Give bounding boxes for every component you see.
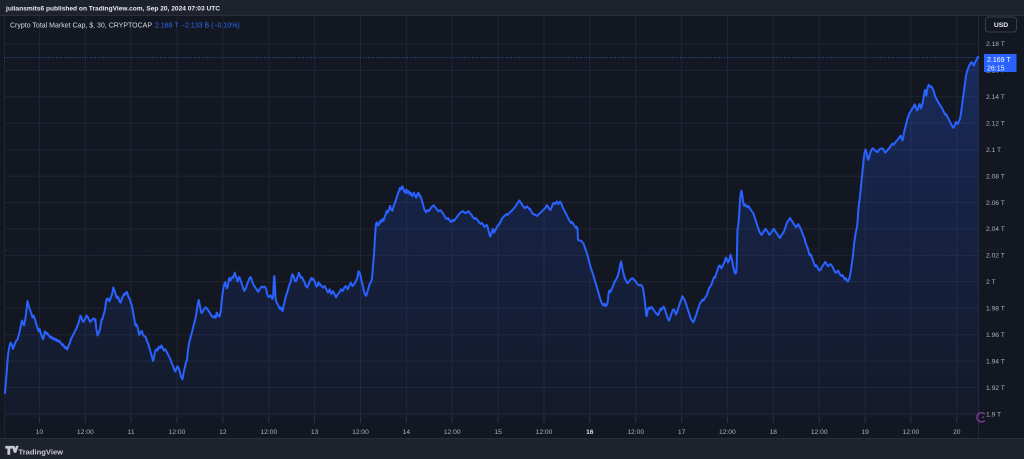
svg-text:12:00: 12:00 <box>352 429 369 436</box>
svg-text:12:00: 12:00 <box>811 429 828 436</box>
svg-text:juliansmits6: juliansmits6 <box>461 248 497 254</box>
svg-text:19: 19 <box>861 429 869 436</box>
svg-text:juliansmits6: juliansmits6 <box>507 248 543 254</box>
svg-text:2 T: 2 T <box>986 279 996 286</box>
svg-text:2.04 T: 2.04 T <box>986 226 1005 233</box>
svg-text:12:00: 12:00 <box>169 429 186 436</box>
svg-text:1.94 T: 1.94 T <box>986 358 1005 365</box>
svg-text:2.1 T: 2.1 T <box>986 147 1001 154</box>
svg-text:2.14 T: 2.14 T <box>986 94 1005 101</box>
svg-text:juliansmits6: juliansmits6 <box>737 248 773 254</box>
svg-text:13: 13 <box>311 429 319 436</box>
svg-text:1.92 T: 1.92 T <box>986 385 1005 392</box>
svg-text:26:15: 26:15 <box>987 65 1005 72</box>
svg-text:2.08 T: 2.08 T <box>986 173 1005 180</box>
svg-text:juliansmits6: juliansmits6 <box>93 248 129 254</box>
svg-text:USD: USD <box>994 22 1008 29</box>
svg-text:2.02 T: 2.02 T <box>986 253 1005 260</box>
svg-text:12:00: 12:00 <box>77 429 94 436</box>
svg-text:15: 15 <box>494 429 502 436</box>
svg-text:2.12 T: 2.12 T <box>986 121 1005 128</box>
svg-text:juliansmits6: juliansmits6 <box>829 248 865 254</box>
svg-text:juliansmits6: juliansmits6 <box>231 248 267 254</box>
svg-text:Crypto Total Market Cap, $, 30: Crypto Total Market Cap, $, 30, CRYPTOCA… <box>10 23 152 30</box>
svg-text:2.18 T: 2.18 T <box>986 41 1005 48</box>
svg-text:juliansmits6: juliansmits6 <box>47 248 83 254</box>
svg-text:juliansmits6 published on Trad: juliansmits6 published on TradingView.co… <box>5 6 220 13</box>
svg-text:juliansmits6: juliansmits6 <box>1 248 37 254</box>
svg-text:juliansmits6: juliansmits6 <box>277 248 313 254</box>
svg-text:juliansmits6: juliansmits6 <box>323 248 359 254</box>
svg-text:12:00: 12:00 <box>903 429 920 436</box>
svg-text:juliansmits6: juliansmits6 <box>875 248 911 254</box>
svg-text:juliansmits6: juliansmits6 <box>599 248 635 254</box>
svg-text:juliansmits6: juliansmits6 <box>139 248 175 254</box>
svg-text:2.169 T: 2.169 T <box>155 23 179 30</box>
svg-text:12: 12 <box>219 429 227 436</box>
svg-text:12:00: 12:00 <box>536 429 553 436</box>
svg-text:juliansmits6: juliansmits6 <box>783 248 819 254</box>
svg-text:juliansmits6: juliansmits6 <box>415 248 451 254</box>
svg-text:16: 16 <box>586 429 594 436</box>
svg-text:1.98 T: 1.98 T <box>986 306 1005 313</box>
svg-text:10: 10 <box>36 429 44 436</box>
svg-text:juliansmits6: juliansmits6 <box>645 248 681 254</box>
svg-text:17: 17 <box>678 429 686 436</box>
svg-text:11: 11 <box>128 429 135 436</box>
svg-text:12:00: 12:00 <box>627 429 644 436</box>
svg-text:12:00: 12:00 <box>719 429 736 436</box>
svg-text:2.06 T: 2.06 T <box>986 200 1005 207</box>
svg-text:−2.133 B (−0.10%): −2.133 B (−0.10%) <box>181 23 240 30</box>
svg-text:juliansmits6: juliansmits6 <box>185 248 221 254</box>
svg-text:14: 14 <box>403 429 411 436</box>
svg-text:1.96 T: 1.96 T <box>986 332 1005 339</box>
svg-text:2.169 T: 2.169 T <box>987 57 1011 64</box>
svg-text:juliansmits6: juliansmits6 <box>691 248 727 254</box>
svg-text:juliansmits6: juliansmits6 <box>553 248 589 254</box>
svg-text:juliansmits6: juliansmits6 <box>369 248 405 254</box>
svg-text:TradingView: TradingView <box>19 448 64 457</box>
svg-text:18: 18 <box>770 429 778 436</box>
svg-text:12:00: 12:00 <box>444 429 461 436</box>
svg-text:1.9 T: 1.9 T <box>986 411 1001 418</box>
svg-text:12:00: 12:00 <box>260 429 277 436</box>
svg-text:20: 20 <box>953 429 961 436</box>
svg-text:juliansmits6: juliansmits6 <box>921 248 957 254</box>
